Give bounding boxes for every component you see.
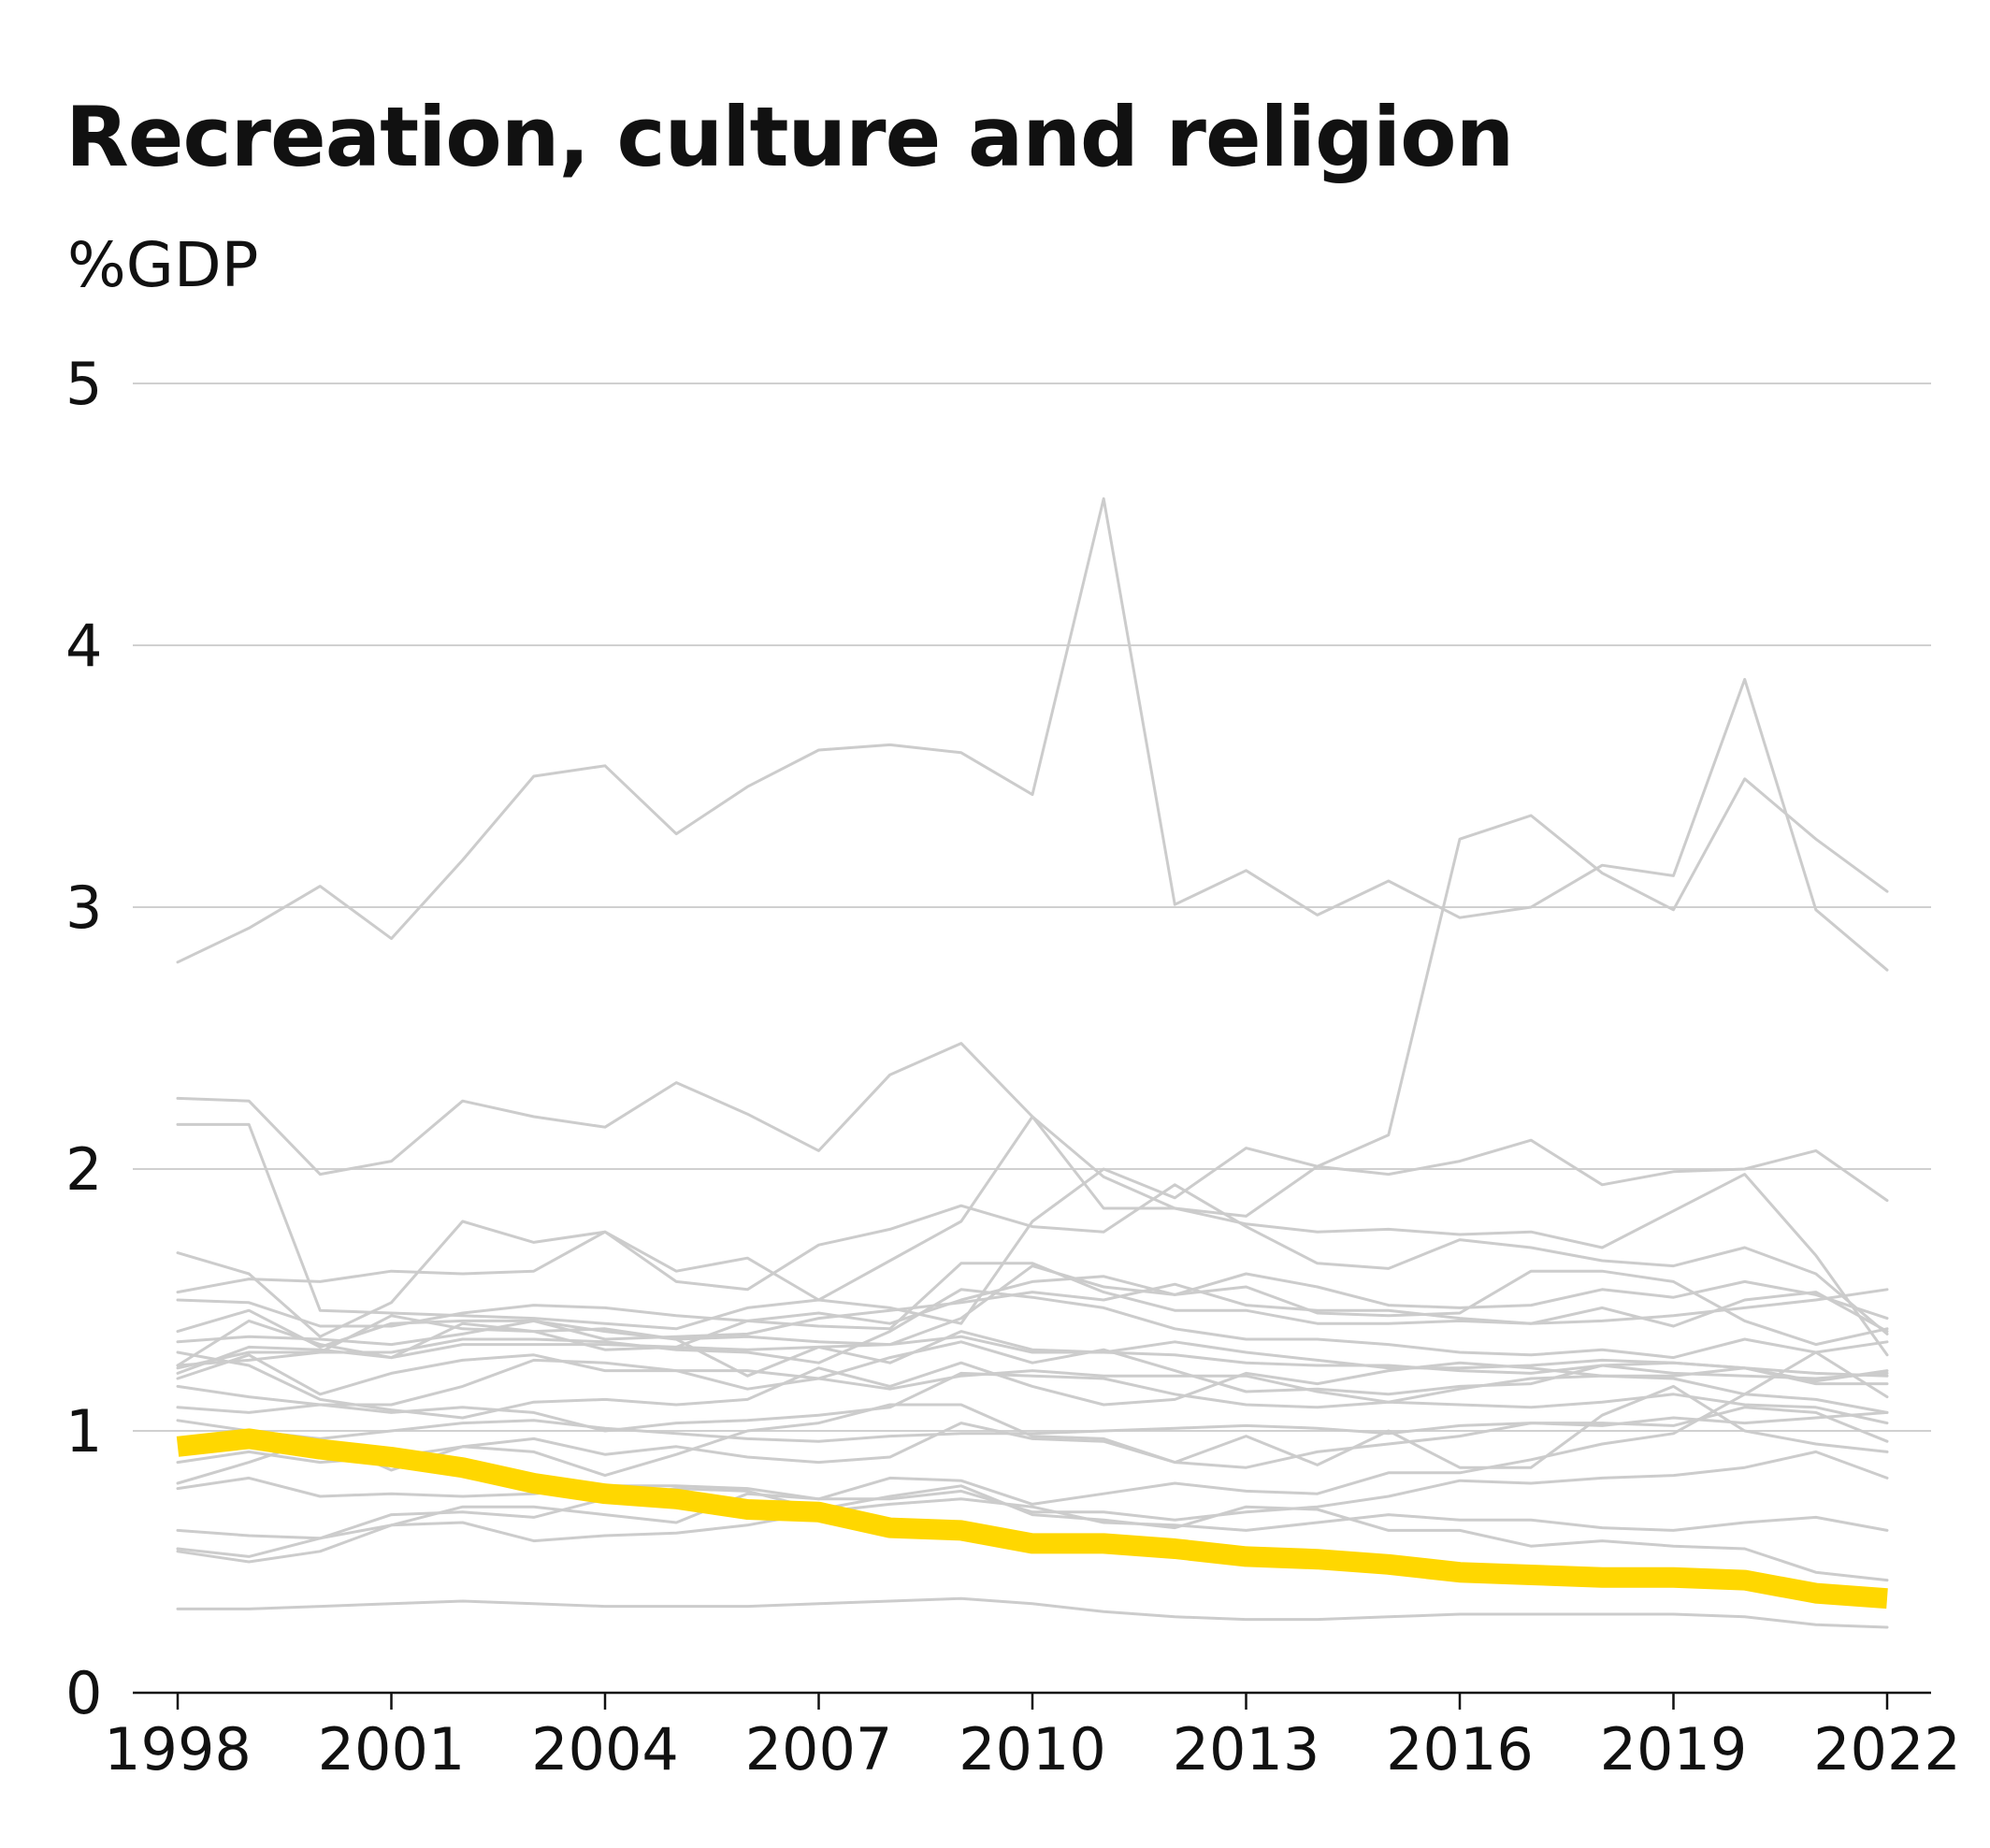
- series-line: [176, 1350, 1889, 1420]
- series-line: [176, 1450, 1889, 1540]
- series-line: [176, 1335, 1889, 1383]
- series-line: [176, 1497, 1889, 1564]
- x-tick-label: 2001: [318, 1715, 466, 1783]
- y-tick-label: 2: [65, 1135, 102, 1204]
- series-line: [176, 1410, 1889, 1443]
- series-line: [176, 1282, 1889, 1347]
- axes: 0 1 2 3 4 5 1998 2001 2004 2007 2010 2013 2016 2019 20…: [65, 350, 1961, 1783]
- series-line: [176, 1262, 1889, 1367]
- series-line: [176, 1384, 1889, 1485]
- y-tick-label: 0: [65, 1659, 102, 1727]
- chart-title: Recreation, culture and religion: [65, 89, 1514, 185]
- y-tick-label: 3: [65, 873, 102, 942]
- highlighted-series-line: [176, 1428, 1888, 1610]
- series-line: [176, 1122, 1889, 1331]
- y-tick-label: 1: [65, 1397, 102, 1465]
- chart-subtitle: %GDP: [67, 229, 259, 301]
- series-line: [176, 1272, 1889, 1328]
- series-line: [176, 1115, 1889, 1357]
- series-line: [176, 1264, 1889, 1349]
- x-tick-label: 1998: [104, 1715, 252, 1783]
- series-line: [176, 1314, 1889, 1380]
- series-line: [176, 1183, 1889, 1335]
- series-line: [176, 1340, 1889, 1407]
- x-tick-label: 2019: [1600, 1715, 1748, 1783]
- series-line: [176, 1288, 1889, 1370]
- series-line: [176, 1596, 1889, 1629]
- y-tick-label: 4: [65, 612, 102, 680]
- x-tick-label: 2022: [1813, 1715, 1961, 1783]
- x-tick-label: 2004: [531, 1715, 679, 1783]
- x-tick-label: 2016: [1386, 1715, 1534, 1783]
- series-lines: [176, 497, 1889, 1629]
- series-line: [176, 1350, 1889, 1506]
- series-line: [176, 497, 1889, 972]
- series-line: [176, 1484, 1889, 1582]
- series-line: [176, 1371, 1889, 1433]
- x-tick-label: 2010: [959, 1715, 1106, 1783]
- gridlines: [133, 383, 1931, 1432]
- y-tick-label: 5: [65, 350, 102, 418]
- x-tick-label: 2007: [745, 1715, 893, 1783]
- series-line: [176, 777, 1889, 1218]
- x-tick-label: 2013: [1173, 1715, 1320, 1783]
